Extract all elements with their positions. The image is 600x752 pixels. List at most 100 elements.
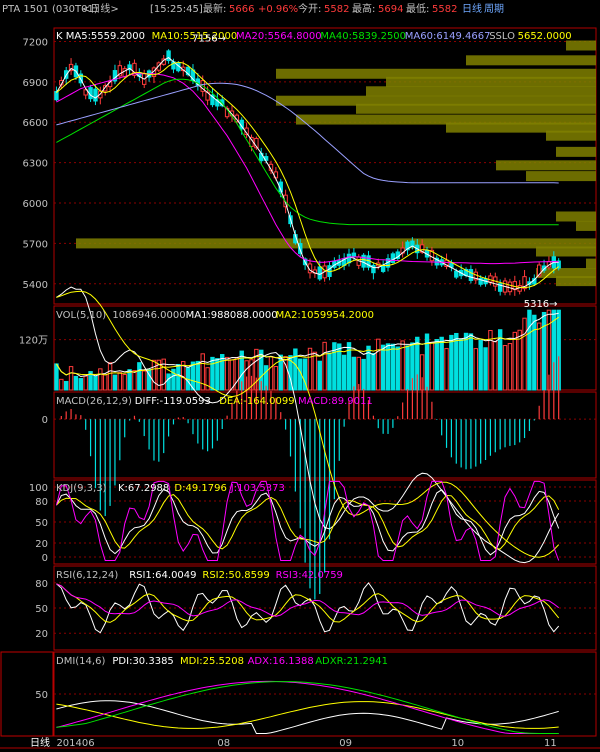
volume-bar	[132, 370, 137, 391]
candle-body	[419, 244, 425, 253]
price-legend-item: K MA5:5559.2000	[56, 31, 145, 42]
volume-bar	[332, 342, 337, 391]
kdj-j-line	[55, 480, 560, 561]
volume-bar	[215, 358, 220, 391]
period-label: <日线>	[82, 2, 119, 15]
price-ytick-label: 5700	[23, 239, 48, 250]
volume-profile-bar	[546, 130, 596, 141]
volume-legend-item: MA2:1059954.2000	[276, 310, 374, 321]
volume-profile-bar	[496, 160, 596, 171]
dmi-legend-item: ADXR:21.2941	[315, 656, 388, 667]
volume-profile-bar	[466, 55, 596, 66]
candle-body	[556, 260, 561, 269]
volume-bar	[473, 348, 478, 391]
volume-bar	[522, 317, 527, 391]
candle-body	[112, 70, 118, 82]
kdj-ytick-label: 80	[35, 497, 48, 508]
kdj-ytick-label: 100	[29, 483, 48, 494]
volume-legend-item: MA1:988088.0000	[186, 310, 278, 321]
candle-body	[298, 243, 303, 254]
volume-ma2-line	[55, 316, 559, 376]
candle-body	[390, 253, 396, 263]
kdj-legend-item: K:67.2988	[118, 483, 169, 494]
price-legend-item: MA10:5515.2000	[152, 31, 238, 42]
dmi-adx-line	[56, 680, 559, 734]
macd-legend-item: DEA:-164.0099	[219, 396, 294, 407]
volume-bar	[176, 363, 181, 391]
candle-body	[68, 63, 74, 72]
dmi-mdi-line	[56, 701, 559, 729]
volume-bar	[400, 340, 405, 391]
volume-bar	[83, 375, 88, 391]
candle-body	[361, 254, 366, 268]
volume-bar	[493, 341, 498, 391]
price-legend-item: 5652.0000	[518, 31, 572, 42]
candle-body	[83, 89, 88, 96]
open-value: 5582	[324, 4, 349, 15]
volume-bar	[78, 378, 84, 391]
dmi-legend-item: ADX:16.1388	[248, 656, 314, 667]
candle-body	[444, 259, 449, 268]
price-ytick-label: 7200	[23, 37, 48, 48]
price-ytick-label: 6900	[23, 78, 48, 89]
rsi-ytick-label: 80	[35, 579, 48, 590]
volume-bar	[444, 348, 449, 391]
volume-bar	[468, 333, 474, 391]
volume-profile-bar	[556, 276, 596, 287]
kdj-legend-item: KDJ(9,3,3)	[56, 483, 107, 494]
volume-bar	[293, 348, 298, 391]
volume-bar	[224, 356, 230, 391]
dmi-legend-item: PDI:30.3385	[112, 656, 173, 667]
high-label: 最高:	[352, 2, 375, 15]
xaxis-tick-label: 10	[451, 738, 464, 749]
volume-profile-bar	[386, 76, 596, 87]
volume-bar	[63, 380, 69, 391]
volume-bar	[268, 356, 274, 391]
volume-bar	[205, 367, 210, 391]
xaxis-tick-label: 11	[544, 738, 557, 749]
dmi-pdi-line	[56, 700, 559, 734]
menu-link-period[interactable]: 周期	[484, 3, 504, 15]
menu-link-daily[interactable]: 日线	[462, 2, 482, 15]
price-ytick-label: 6000	[23, 199, 48, 210]
volume-bar	[59, 378, 64, 391]
kdj-legend-item: D:49.1796	[174, 483, 226, 494]
volume-bar	[532, 314, 537, 391]
price-legend-item: MA40:5839.2500	[320, 31, 406, 42]
dmi-legend-item: DMI(14,6)	[56, 656, 105, 667]
volume-bar	[220, 354, 225, 391]
volume-profile-bar	[566, 40, 596, 51]
volume-bar	[449, 334, 454, 391]
last-price-label: 最新:	[203, 2, 226, 15]
candle-body	[166, 50, 171, 62]
volume-bar	[341, 354, 347, 391]
volume-bar	[166, 373, 171, 391]
volume-bar	[137, 362, 142, 391]
volume-profile-bar	[556, 146, 596, 157]
volume-bar	[151, 359, 157, 391]
low-value: 5582	[432, 4, 457, 15]
kdj-d-line	[56, 494, 560, 550]
open-label: 今开:	[298, 2, 321, 15]
candle-body	[93, 88, 98, 102]
rsi-rsi2-line	[56, 583, 560, 623]
volume-bar	[195, 360, 201, 391]
volume-bar	[234, 357, 240, 391]
rsi-rsi3-line	[56, 583, 560, 617]
volume-bar	[337, 343, 342, 391]
candle-body	[156, 62, 162, 71]
volume-bar	[322, 341, 327, 391]
change-value: +0.96%	[258, 4, 298, 15]
volume-bar	[156, 359, 162, 391]
candle-body	[127, 64, 132, 71]
volume-bar	[361, 358, 366, 391]
series-ma40-line	[56, 78, 559, 226]
rsi-legend-item: RSI3:42.0759	[276, 570, 343, 581]
candle-body	[132, 62, 137, 76]
candle-body	[351, 252, 357, 257]
volume-bar	[73, 375, 79, 391]
series-ma60-line	[56, 82, 559, 184]
volume-bar	[463, 332, 469, 391]
xaxis-tick-label: 201406	[56, 738, 94, 749]
